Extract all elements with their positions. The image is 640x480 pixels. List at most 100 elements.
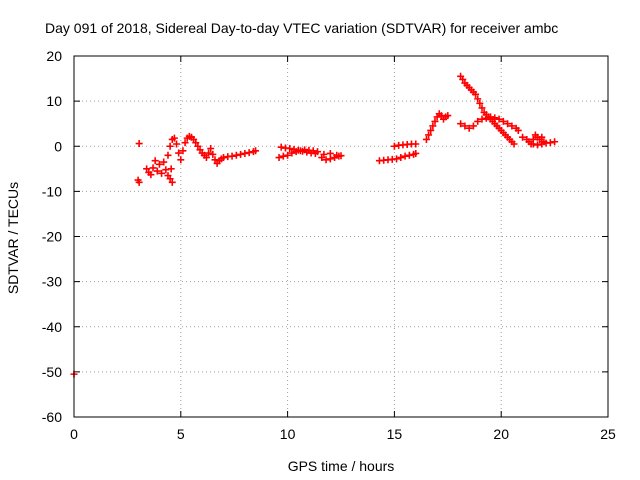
data-point [179,147,187,155]
data-point [390,142,398,150]
x-tick-label: 15 [387,426,403,442]
data-point [469,122,477,130]
y-tick-label: -40 [42,319,62,335]
data-point [465,124,473,132]
data-point [277,143,285,151]
data-point [303,148,311,156]
y-axis-title: SDTVAR / TECUs [5,182,21,294]
data-point [476,99,484,107]
data-point [457,120,465,128]
data-point [534,141,542,149]
data-points [70,72,559,378]
data-point [279,152,287,160]
data-point [232,151,240,159]
data-point [149,164,157,172]
x-tick-label: 20 [493,426,509,442]
data-point [290,145,298,153]
data-point [192,139,200,147]
y-tick-label: -60 [42,409,62,425]
data-point [504,120,512,128]
data-point [322,156,330,164]
data-point [173,140,181,148]
data-point [474,117,482,125]
data-point [135,140,143,148]
y-tick-labels: -60 -50 -40 -30 -20 -10 0 10 20 [42,48,62,425]
data-point [205,149,213,157]
data-point [551,138,559,146]
data-point [478,115,486,123]
data-point [237,150,245,158]
data-point [168,178,176,186]
data-point [510,140,518,148]
data-point [158,169,166,177]
data-point [245,149,253,157]
data-point [482,114,490,122]
data-point [529,140,537,148]
y-tick-label: 20 [46,48,62,64]
data-point [166,142,174,150]
data-point [412,149,420,157]
y-tick-label: -30 [42,274,62,290]
data-point [491,114,499,122]
data-point [275,154,283,162]
data-point [495,115,503,123]
data-point [427,126,435,134]
data-point [401,152,409,160]
data-point [508,122,516,130]
data-point [429,122,437,130]
x-axis-title: GPS time / hours [288,458,395,474]
y-tick-label: 10 [46,93,62,109]
data-point [326,149,334,157]
x-tick-label: 10 [280,426,296,442]
data-point [147,171,155,179]
data-point [177,156,185,164]
chart-title: Day 091 of 2018, Sidereal Day-to-day VTE… [45,20,558,36]
data-point [437,112,445,120]
data-point [175,149,183,157]
data-point [425,131,433,139]
x-tick-label: 25 [600,426,616,442]
data-point [167,165,175,173]
data-point [288,149,296,157]
data-point [252,147,260,155]
data-point [166,175,174,183]
plot-frame [73,55,609,418]
data-point [431,117,439,125]
x-tick-labels: 0 5 10 15 20 25 [70,426,616,442]
data-point [209,150,217,158]
data-point [294,146,302,154]
data-point [499,117,507,125]
data-point [286,145,294,153]
data-point [514,126,522,134]
data-point [151,157,159,165]
data-point [135,178,143,186]
y-tick-label: -20 [42,229,62,245]
data-point [284,151,292,159]
data-point [155,160,163,168]
data-point [397,154,405,162]
data-point [194,142,202,150]
data-point [519,133,527,141]
data-point [160,158,168,166]
data-point [444,112,452,120]
x-tick-label: 0 [70,426,78,442]
data-point [211,156,219,164]
data-point [474,95,482,103]
y-tick-label: -10 [42,183,62,199]
data-point [228,152,236,160]
data-point [311,149,319,157]
data-point [412,140,420,148]
data-point [487,113,495,121]
data-point [181,139,189,147]
data-point [220,154,228,162]
data-point [546,139,554,147]
data-point [422,135,430,143]
y-tick-label: -50 [42,364,62,380]
data-point [162,166,170,174]
data-point [320,150,328,158]
data-point [393,155,401,163]
data-point [538,140,546,148]
data-point [170,134,178,142]
